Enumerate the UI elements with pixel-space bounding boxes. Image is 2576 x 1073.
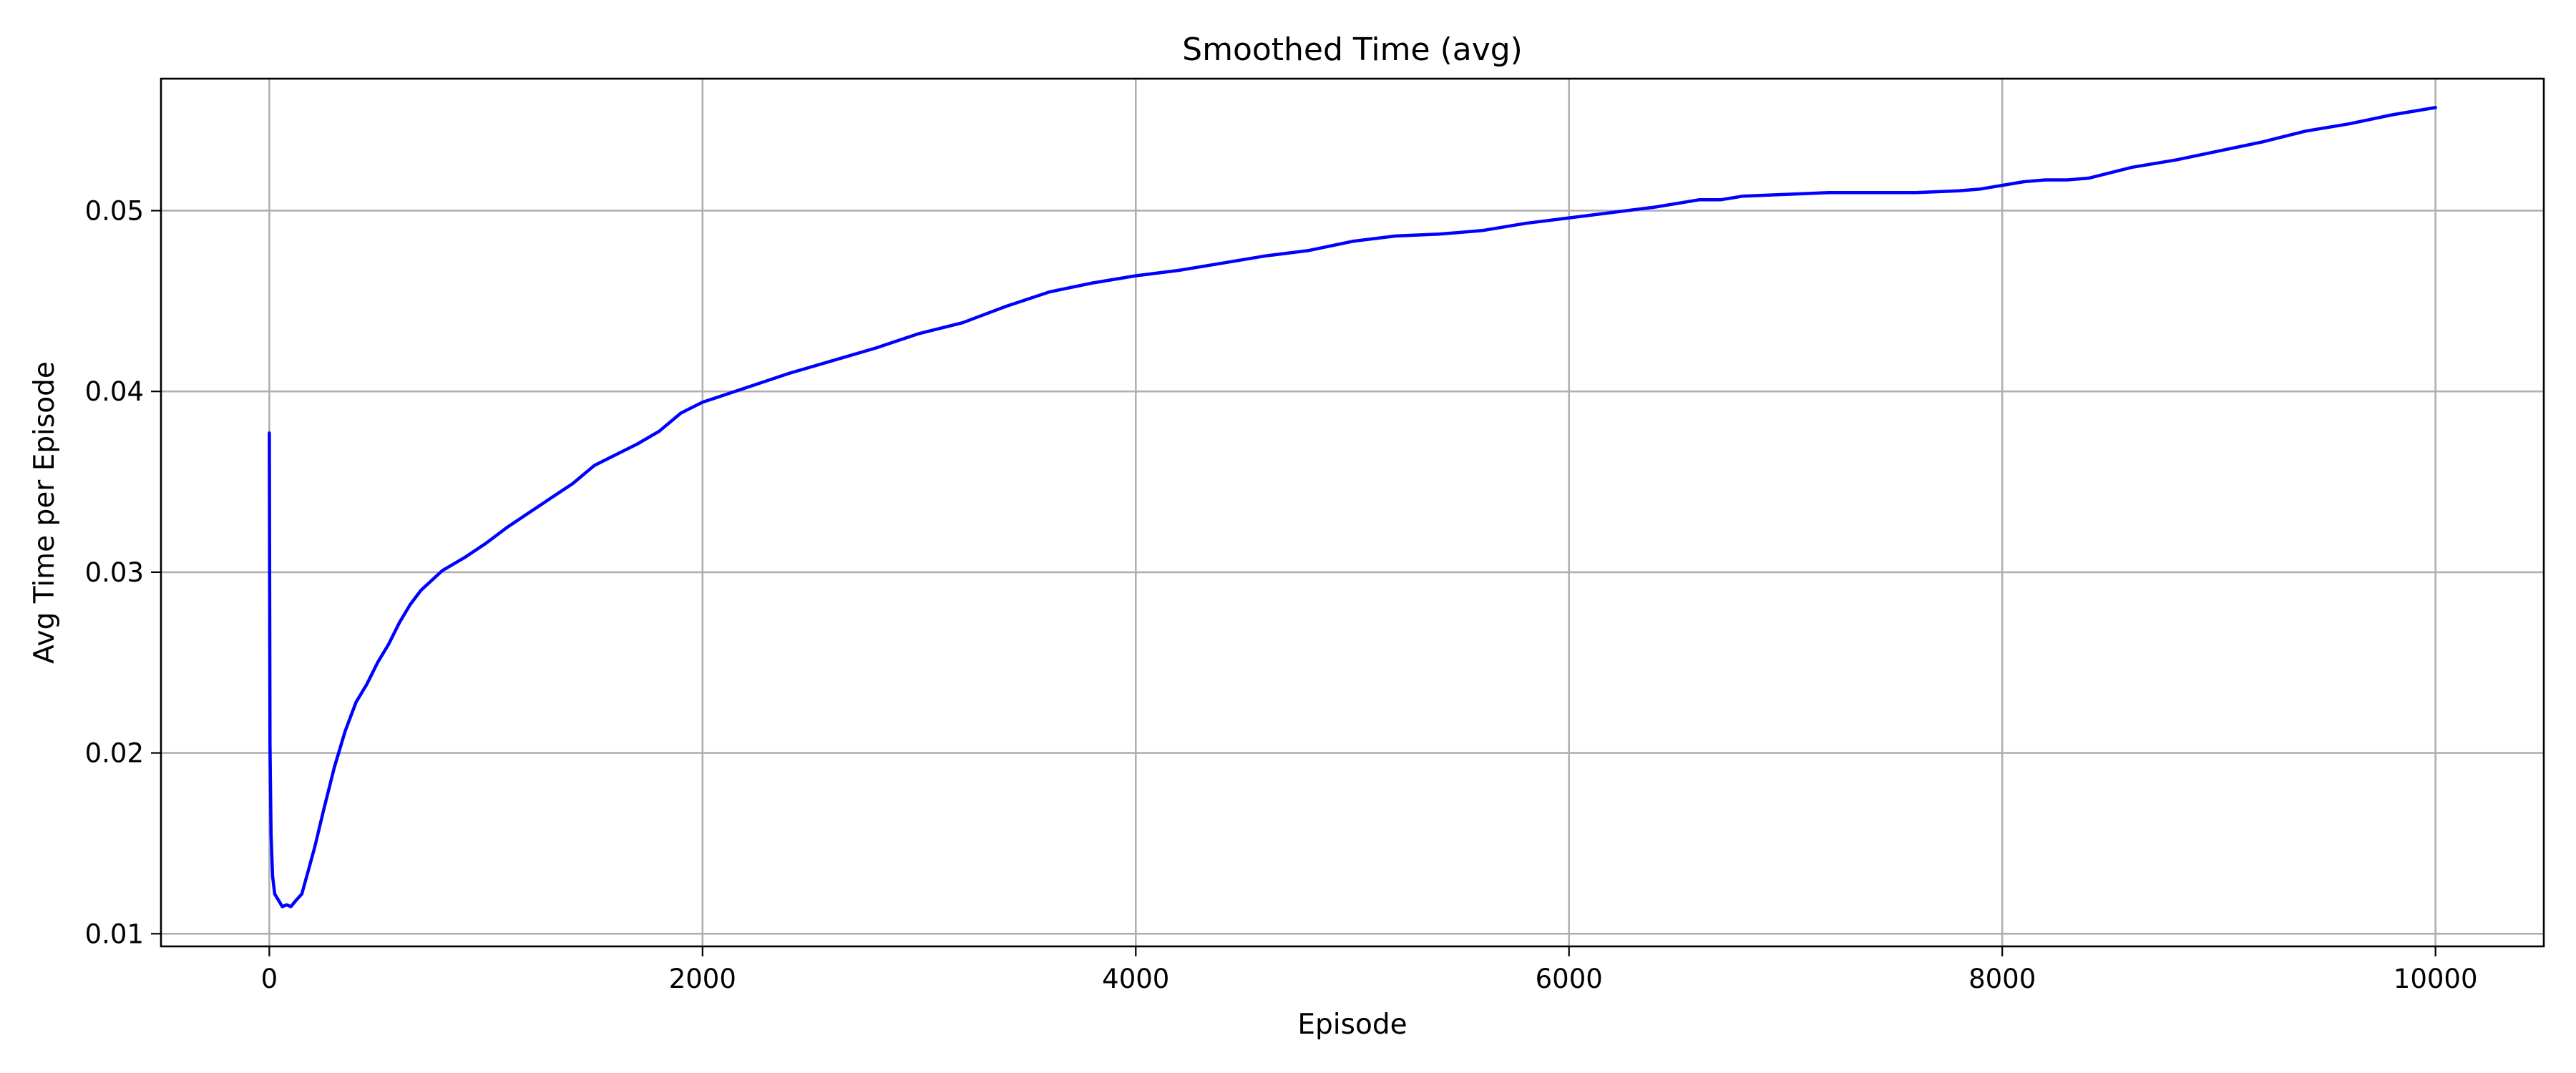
x-tick-label: 10000 (2394, 964, 2478, 994)
plot-frame (160, 77, 2545, 948)
tick-layer: 0 2000 4000 6000 8000 10000 0.01 0.02 0.03 0.04 0.… (85, 195, 2478, 994)
x-tick-label: 8000 (1968, 964, 2036, 994)
series-line (268, 106, 2437, 908)
x-tick-label: 2000 (669, 964, 736, 994)
chart-title: Smoothed Time (avg) (1182, 31, 1523, 68)
y-tick-label: 0.03 (85, 557, 144, 588)
y-tick-label: 0.05 (85, 195, 144, 226)
series-layer (268, 106, 2437, 908)
grid-lines (161, 79, 2544, 946)
x-tick-label: 0 (261, 964, 278, 994)
y-tick-label: 0.02 (85, 738, 144, 769)
y-axis-label: Avg Time per Episode (29, 361, 61, 664)
x-tick-label: 4000 (1102, 964, 1169, 994)
y-tick-label: 0.01 (85, 918, 144, 949)
x-axis-label: Episode (1297, 1009, 1407, 1041)
y-tick-label: 0.04 (85, 376, 144, 407)
x-tick-label: 6000 (1536, 964, 1603, 994)
